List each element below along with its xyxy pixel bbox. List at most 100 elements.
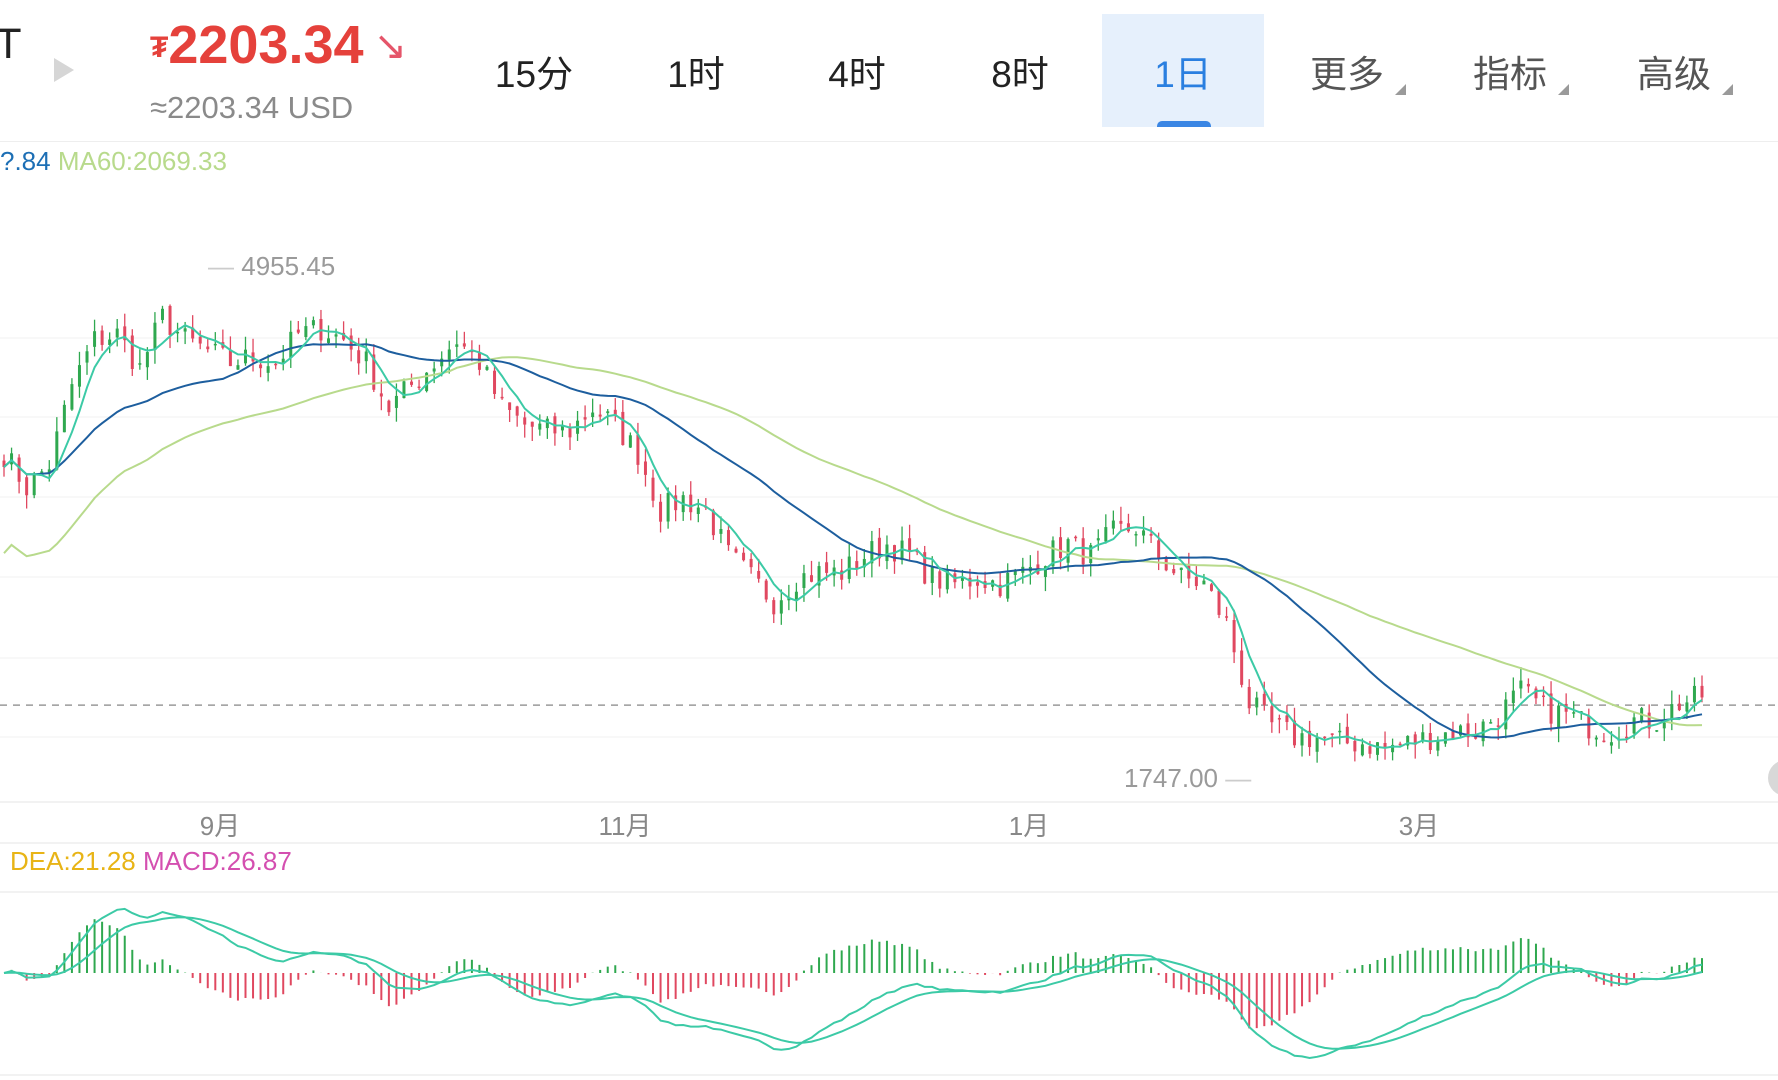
ma30-line [3,343,1703,739]
candle-body [1692,685,1696,703]
candle-body [1496,725,1500,727]
candle-body [659,501,663,522]
candle-body [379,393,383,397]
candle-body [70,384,74,410]
candle-body [198,336,202,344]
candle-body [1225,616,1229,618]
candle-body [968,577,972,587]
candle-body [538,423,542,430]
candle-body [1368,746,1372,754]
tab-interval[interactable]: 更多 [1266,14,1428,127]
candle-body [100,330,104,345]
tab-interval[interactable]: 8时 [939,14,1101,127]
candle-body [508,402,512,410]
candle-body [1104,527,1108,542]
candle-body [1436,740,1440,751]
candle-body [1277,718,1281,720]
price-value: 2203.34 [168,15,364,75]
candle-body [1270,706,1274,723]
candle-body [1413,734,1417,745]
candle-body [674,495,678,511]
candle-body [1338,730,1342,733]
candle-body [485,366,489,370]
tab-interval[interactable]: 1时 [615,14,777,127]
candle-body [1398,743,1402,746]
candle-body [802,573,806,588]
candle-body [1459,725,1463,736]
tab-interval[interactable]: 1日 [1102,14,1264,127]
dropdown-corner-icon [1722,84,1733,95]
tab-interval[interactable]: 指标 [1429,14,1591,127]
tab-interval[interactable]: 4时 [776,14,938,127]
candle-body [1375,742,1379,755]
candle-body [1089,545,1093,564]
candle-body [266,366,270,373]
candle-body [410,381,414,385]
chart-scroll-handle[interactable] [1768,760,1778,796]
candle-body [372,354,376,390]
candle-body [25,477,29,496]
tab-label: 更多 [1310,53,1384,95]
candle-body [598,414,602,417]
candle-body [1466,723,1470,738]
candle-body [1632,717,1636,734]
candle-body [606,411,610,414]
candle-body [855,561,859,569]
candle-body [2,460,6,467]
candle-body [1391,744,1395,753]
candle-body [1043,566,1047,577]
price-usd: ≈2203.34 USD [150,90,354,125]
candle-body [923,552,927,584]
candle-body [1677,703,1681,711]
candle-body [17,457,21,482]
symbol-name[interactable]: T [0,22,21,68]
candle-body [440,358,444,367]
candle-body [447,349,451,360]
candle-body [1662,722,1666,729]
tab-interval[interactable]: 15分 [453,14,615,127]
candle-body [757,570,761,579]
tab-interval[interactable]: 高级 [1593,14,1755,127]
candle-body [1217,590,1221,615]
candle-body [138,363,142,365]
candle-body [500,396,504,399]
candle-body [77,365,81,387]
candle-body [349,335,353,350]
ma-legend: ?.84 MA60:2069.33 [0,146,227,177]
play-icon[interactable] [54,58,74,82]
candle-body [523,417,527,425]
candle-body [55,431,59,470]
header-divider [0,141,1778,142]
candle-body [938,571,942,589]
candle-body [1345,726,1349,744]
active-indicator [1157,121,1211,127]
candle-body [583,417,587,420]
ma5-line [3,324,1703,749]
candle-body [1360,744,1364,756]
candle-body [176,331,180,334]
candle-body [568,426,572,438]
candle-body [1489,722,1493,724]
ma60-value: MA60:2069.33 [57,146,227,176]
candle-body [183,328,187,332]
candle-body [1594,737,1598,740]
candle-body [764,580,768,600]
candle-body [1557,705,1561,729]
candle-body [10,453,14,465]
candle-body [742,552,746,561]
candle-body [425,372,429,392]
candle-body [1096,538,1100,541]
ma30-value: ?.84 [0,146,51,176]
candle-body [1655,730,1659,732]
candle-body [1308,730,1312,748]
candle-body [1542,695,1546,698]
candle-body [432,368,436,372]
candle-body [908,538,912,552]
candle-body [108,339,112,345]
candle-body [666,492,670,522]
candle-body [1406,735,1410,746]
candle-body [779,600,783,614]
candle-body [1451,731,1455,740]
candle-body [1292,720,1296,746]
